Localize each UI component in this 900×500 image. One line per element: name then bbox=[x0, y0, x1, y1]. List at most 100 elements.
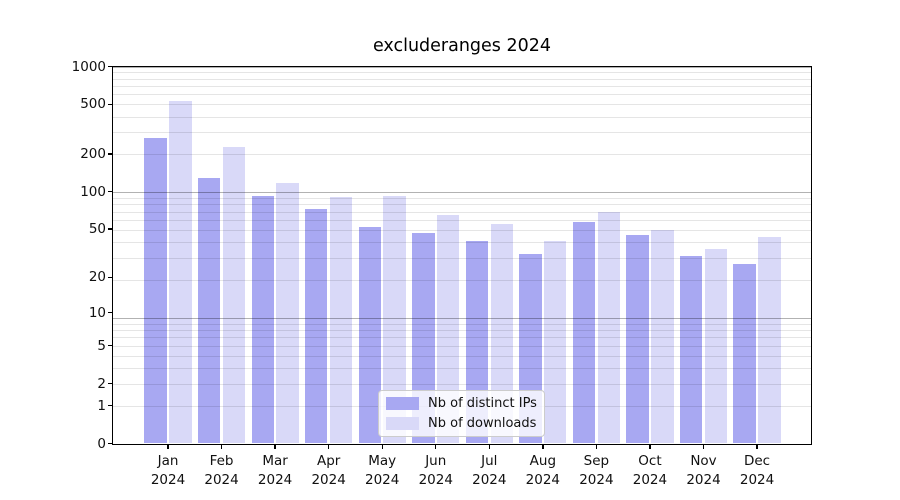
bar-nb-of-downloads-jan bbox=[169, 100, 192, 444]
bar-nb-of-downloads-aug bbox=[544, 240, 567, 444]
gridline-minor bbox=[113, 78, 811, 80]
bar-nb-of-distinct-ips-nov bbox=[679, 256, 703, 444]
bar-nb-of-distinct-ips-sep bbox=[572, 221, 596, 444]
y-tick-mark bbox=[108, 65, 113, 68]
x-tick-year: 2024 bbox=[365, 472, 400, 488]
x-tick-month: Jan bbox=[157, 453, 179, 469]
y-tick-label-5: 5 bbox=[97, 337, 106, 354]
gridline-minor bbox=[113, 211, 811, 213]
gridline-major bbox=[113, 66, 811, 68]
x-tick-label-apr: Apr 2024 bbox=[284, 452, 374, 490]
x-tick-mark bbox=[435, 444, 437, 449]
gridline-major bbox=[113, 317, 811, 319]
x-tick-month: Nov bbox=[690, 453, 717, 469]
bar-nb-of-distinct-ips-mar bbox=[251, 196, 274, 444]
gridline-minor bbox=[113, 345, 811, 347]
y-tick-mark bbox=[108, 190, 113, 193]
x-tick-month: Mar bbox=[262, 453, 288, 469]
x-tick-mark bbox=[756, 444, 758, 449]
legend-label-nb-of-downloads: Nb of downloads bbox=[428, 416, 537, 431]
y-tick-label-50: 50 bbox=[88, 220, 106, 237]
x-tick-year: 2024 bbox=[418, 472, 453, 488]
x-tick-year: 2024 bbox=[311, 472, 346, 488]
x-tick-year: 2024 bbox=[472, 472, 507, 488]
x-tick-month: Dec bbox=[743, 453, 771, 469]
x-tick-mark bbox=[327, 444, 330, 449]
x-tick-label-mar: Mar 2024 bbox=[230, 452, 320, 490]
gridline-minor bbox=[113, 220, 811, 222]
x-tick-label-jun: Jun 2024 bbox=[391, 452, 481, 490]
gridline-minor bbox=[113, 154, 811, 156]
legend-label-nb-of-distinct-ips: Nb of distinct IPs bbox=[428, 396, 537, 411]
gridline-minor bbox=[113, 330, 811, 332]
legend-swatch-nb-of-downloads bbox=[386, 417, 419, 430]
gridline-minor bbox=[113, 230, 811, 232]
gridline-minor bbox=[113, 383, 811, 385]
legend: Nb of distinct IPs Nb of downloads bbox=[378, 390, 545, 437]
bar-nb-of-downloads-apr bbox=[329, 196, 353, 444]
x-tick-year: 2024 bbox=[686, 472, 721, 488]
gridline-minor bbox=[113, 337, 811, 339]
x-tick-label-oct: Oct 2024 bbox=[605, 452, 695, 490]
gridline-minor bbox=[113, 280, 811, 282]
y-tick-mark bbox=[108, 442, 113, 445]
x-tick-mark bbox=[649, 444, 651, 449]
gridline-minor bbox=[113, 323, 811, 325]
x-tick-label-may: May 2024 bbox=[337, 452, 427, 490]
bar-nb-of-distinct-ips-oct bbox=[626, 234, 649, 444]
x-tick-month: Feb bbox=[209, 453, 234, 469]
gridline-minor bbox=[113, 204, 811, 206]
gridline-minor bbox=[113, 104, 811, 106]
x-tick-month: May bbox=[368, 453, 397, 469]
y-tick-label-1: 1 bbox=[97, 397, 106, 414]
x-tick-label-aug: Aug 2024 bbox=[498, 452, 588, 490]
y-tick-mark bbox=[108, 404, 113, 407]
x-tick-year: 2024 bbox=[525, 472, 561, 488]
bar-nb-of-downloads-oct bbox=[651, 230, 674, 444]
bar-nb-of-downloads-sep bbox=[597, 212, 620, 444]
x-tick-month: Jun bbox=[425, 453, 447, 469]
bar-nb-of-downloads-may bbox=[383, 195, 406, 444]
legend-swatch-nb-of-distinct-ips bbox=[386, 397, 419, 410]
gridline-minor bbox=[113, 367, 811, 369]
x-tick-month: Apr bbox=[316, 453, 341, 469]
bar-nb-of-downloads-jun bbox=[436, 214, 460, 444]
gridline-minor bbox=[113, 257, 811, 259]
y-tick-mark bbox=[108, 345, 113, 347]
x-tick-mark bbox=[542, 444, 544, 449]
bar-nb-of-downloads-feb bbox=[222, 146, 246, 444]
gridline-minor bbox=[113, 94, 811, 96]
bar-nb-of-downloads-jul bbox=[490, 223, 513, 444]
x-tick-year: 2024 bbox=[150, 472, 186, 488]
y-tick-label-10: 10 bbox=[88, 304, 106, 321]
y-tick-mark bbox=[108, 276, 113, 279]
gridline-major bbox=[113, 192, 811, 194]
x-tick-month: Aug bbox=[529, 453, 557, 469]
x-tick-label-jan: Jan 2024 bbox=[123, 452, 213, 490]
y-tick-label-0: 0 bbox=[97, 435, 106, 452]
bar-nb-of-downloads-mar bbox=[276, 182, 299, 444]
x-tick-mark bbox=[702, 444, 705, 449]
y-tick-mark bbox=[108, 103, 113, 105]
x-tick-year: 2024 bbox=[579, 472, 614, 488]
y-tick-mark bbox=[108, 153, 113, 155]
legend-item-nb-of-downloads: Nb of downloads bbox=[386, 416, 544, 431]
y-tick-label-2: 2 bbox=[97, 375, 106, 392]
gridline-minor bbox=[113, 132, 811, 134]
x-tick-mark bbox=[167, 444, 169, 449]
x-tick-year: 2024 bbox=[204, 472, 239, 488]
bar-nb-of-distinct-ips-apr bbox=[305, 209, 328, 444]
y-tick-mark bbox=[108, 228, 113, 230]
gridline-minor bbox=[113, 116, 811, 118]
bar-nb-of-downloads-nov bbox=[704, 249, 728, 444]
x-tick-month: Sep bbox=[583, 453, 610, 469]
y-tick-label-500: 500 bbox=[80, 96, 106, 113]
x-tick-label-feb: Feb 2024 bbox=[177, 452, 267, 490]
gridline-minor bbox=[113, 72, 811, 74]
gridline-minor bbox=[113, 197, 811, 199]
y-tick-label-20: 20 bbox=[88, 269, 106, 286]
x-tick-label-sep: Sep 2024 bbox=[551, 452, 641, 490]
bar-nb-of-distinct-ips-jan bbox=[144, 137, 167, 444]
plot-area bbox=[112, 65, 812, 445]
